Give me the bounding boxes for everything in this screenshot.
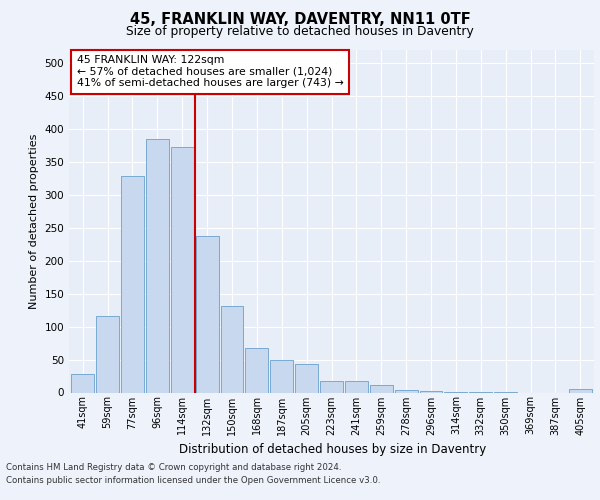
Bar	[320, 382, 343, 392]
Bar	[370, 386, 393, 392]
Text: Contains public sector information licensed under the Open Government Licence v3: Contains public sector information licen…	[6, 476, 380, 485]
Bar	[569, 388, 592, 392]
Bar	[395, 390, 418, 392]
Text: Contains HM Land Registry data © Crown copyright and database right 2024.: Contains HM Land Registry data © Crown c…	[6, 464, 341, 472]
Bar	[345, 382, 368, 392]
Text: Distribution of detached houses by size in Daventry: Distribution of detached houses by size …	[179, 442, 487, 456]
Text: Size of property relative to detached houses in Daventry: Size of property relative to detached ho…	[126, 25, 474, 38]
Bar	[96, 316, 119, 392]
Bar	[196, 236, 218, 392]
Bar	[295, 364, 318, 392]
Bar	[419, 391, 442, 392]
Bar	[245, 348, 268, 393]
Bar	[146, 139, 169, 392]
Bar	[71, 374, 94, 392]
Bar	[221, 306, 244, 392]
Text: 45, FRANKLIN WAY, DAVENTRY, NN11 0TF: 45, FRANKLIN WAY, DAVENTRY, NN11 0TF	[130, 12, 470, 28]
Text: 45 FRANKLIN WAY: 122sqm
← 57% of detached houses are smaller (1,024)
41% of semi: 45 FRANKLIN WAY: 122sqm ← 57% of detache…	[77, 55, 344, 88]
Bar	[270, 360, 293, 392]
Bar	[121, 176, 144, 392]
Bar	[171, 147, 194, 392]
Y-axis label: Number of detached properties: Number of detached properties	[29, 134, 39, 309]
